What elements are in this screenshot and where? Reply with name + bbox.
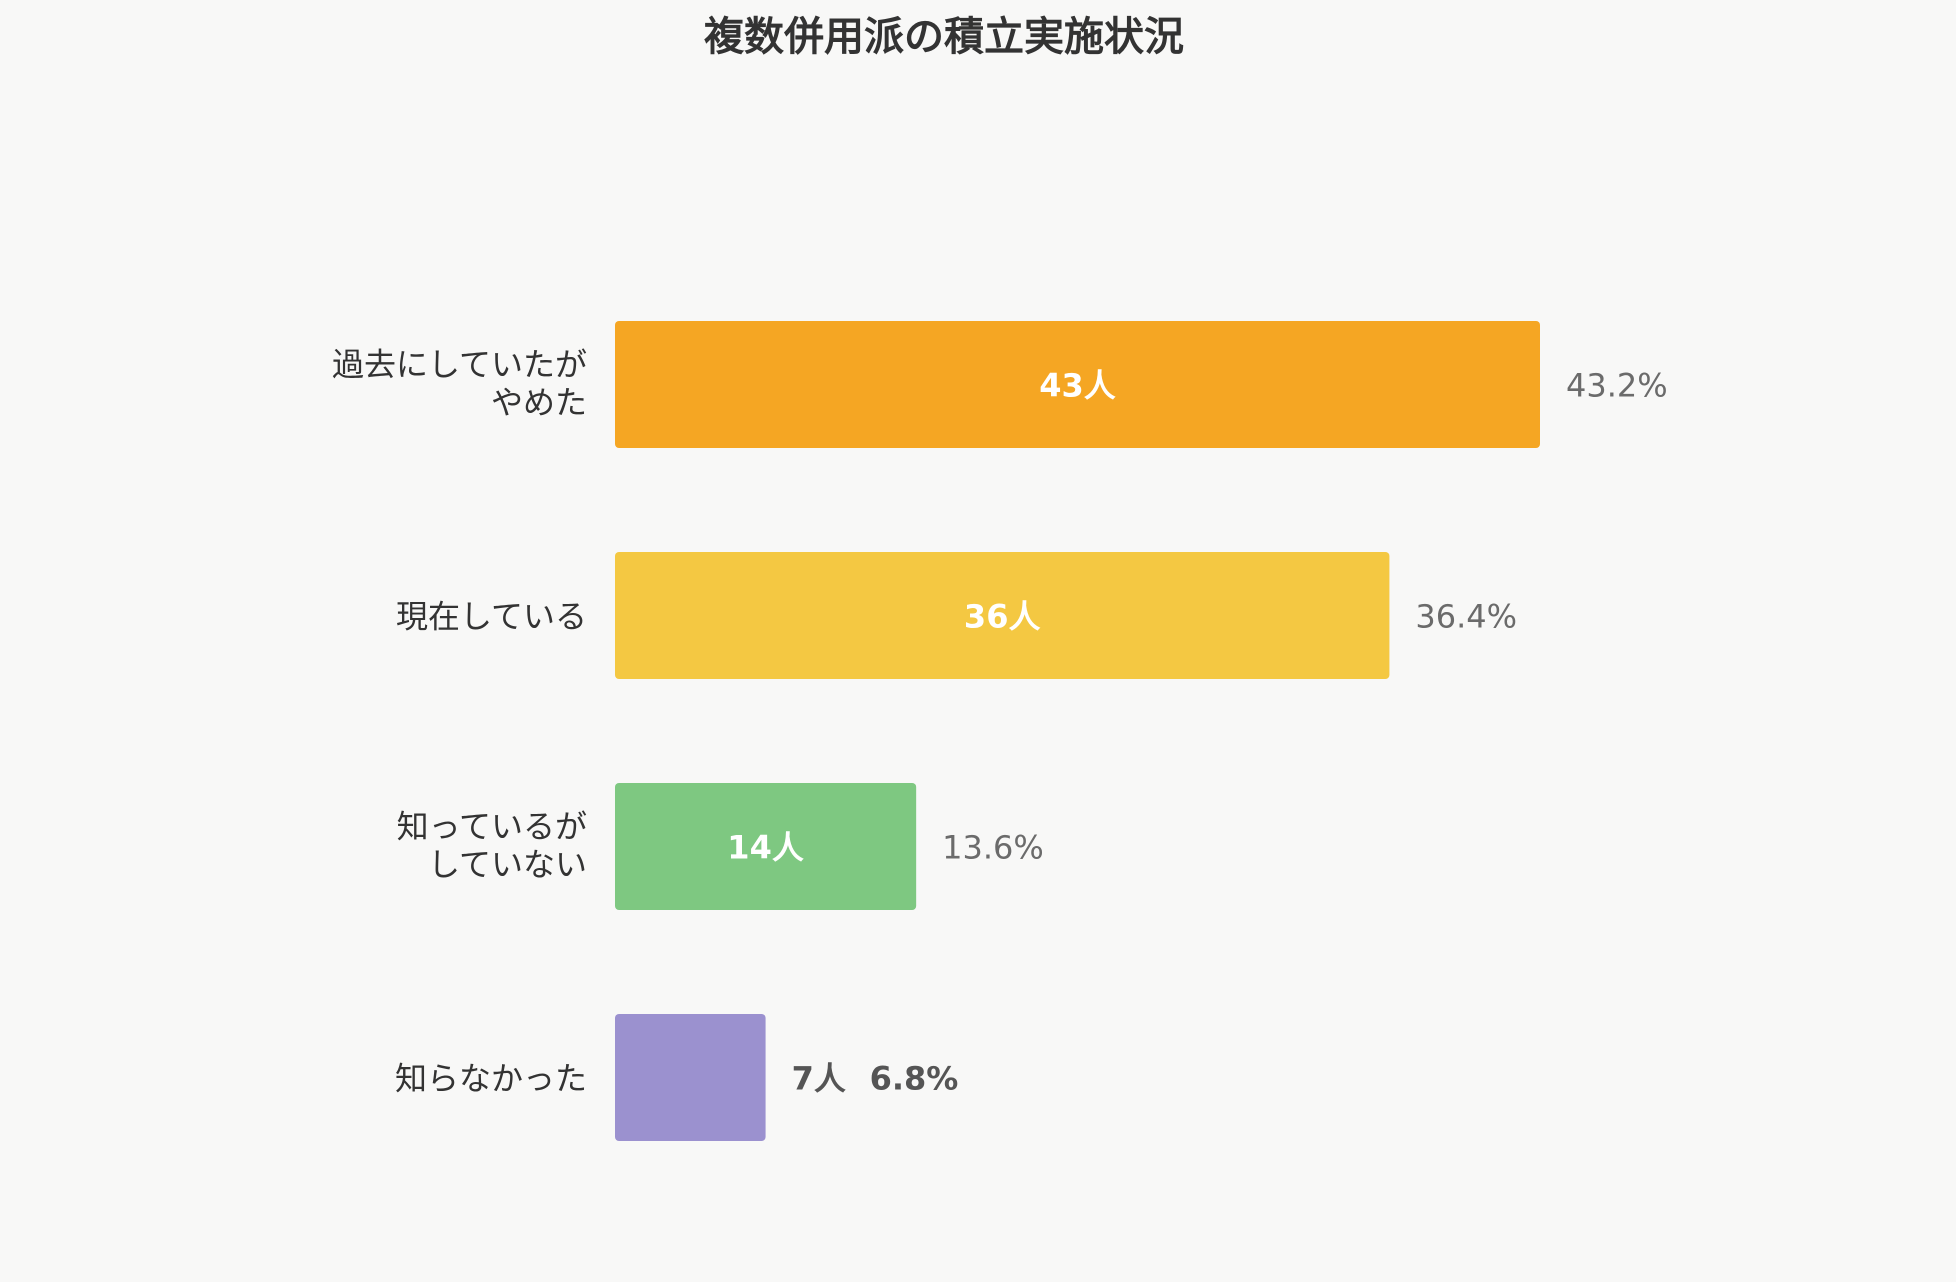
percent-label-2: 13.6% [942, 829, 1044, 867]
value-label-1: 36人 [964, 598, 1041, 636]
value-label-3: 7人 [792, 1060, 846, 1098]
percent-label-3: 6.8% [870, 1060, 959, 1098]
category-label-3-0: 知らなかった [395, 1060, 587, 1098]
value-label-2: 14人 [727, 829, 804, 867]
bar-0 [615, 321, 1540, 448]
category-label-1-0: 現在している [396, 598, 587, 636]
category-label-2-1: していない [428, 846, 587, 884]
value-label-0: 43人 [1039, 367, 1116, 405]
percent-label-1: 36.4% [1415, 598, 1517, 636]
percent-label-0: 43.2% [1566, 367, 1668, 405]
category-label-2-0: 知っているが [397, 808, 587, 846]
bar-1 [615, 552, 1390, 679]
bar-2 [615, 783, 917, 910]
category-label-0-1: やめた [491, 384, 587, 422]
bar-3 [615, 1014, 766, 1141]
chart-title: 複数併用派の積立実施状況 [704, 14, 1184, 60]
category-label-0-0: 過去にしていたが [332, 346, 587, 384]
